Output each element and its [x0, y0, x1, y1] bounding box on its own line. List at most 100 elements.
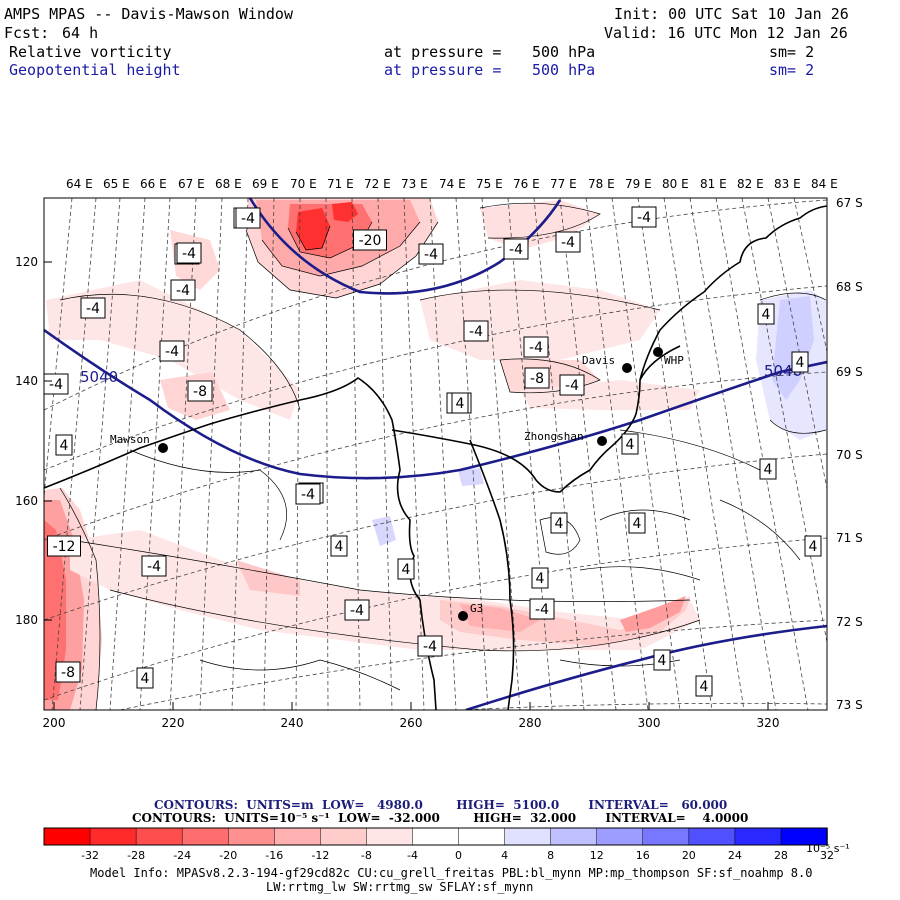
colorbar-swatch [43, 827, 91, 846]
svg-text:-4: -4 [529, 340, 543, 356]
colorbar-tick-label: -24 [173, 849, 192, 862]
lon-label: 80 E [662, 177, 689, 191]
station-markers [158, 347, 663, 621]
vorticity-label: 4 [136, 667, 154, 689]
colorbar-swatch [320, 827, 368, 846]
vorticity-contour-info: CONTOURS: UNITS=10⁻⁵ s⁻¹ LOW= -32.000 HI… [132, 811, 749, 825]
x-label: 220 [162, 716, 185, 730]
colorbar-frame [43, 827, 828, 846]
lat-label: 71 S [836, 531, 863, 545]
colorbar-swatch [688, 827, 736, 846]
vorticity-label: -4 [418, 243, 444, 265]
vorticity-label: -12 [47, 535, 81, 557]
vorticity-label: 4 [550, 512, 568, 534]
vorticity-label: -4 [170, 279, 196, 301]
svg-text:-4: -4 [469, 324, 483, 340]
model-info-physics: LW:rrtmg_lw SW:rrtmg_sw SFLAY:sf_mynn [266, 880, 534, 894]
station-mawson-marker[interactable] [158, 443, 168, 453]
station-zhongshan-marker[interactable] [597, 436, 607, 446]
svg-text:-4: -4 [423, 639, 437, 655]
vorticity-label: -8 [55, 661, 81, 683]
lon-label: 76 E [513, 177, 540, 191]
lon-label: 75 E [476, 177, 503, 191]
vorticity-labels: -8-4-20-4-8-4-4-8-4-4-4-4-4-8-4-4-4-8-44… [43, 206, 822, 697]
x-label: 300 [638, 716, 661, 730]
vorticity-label: 4 [621, 433, 639, 455]
vorticity-label: 4 [451, 392, 469, 414]
colorbar-swatch [181, 827, 229, 846]
colorbar-tick-label: 28 [773, 849, 788, 862]
x-axis-labels: 200 220 240 260 280 300 320 [43, 716, 780, 730]
svg-text:4: 4 [633, 516, 642, 532]
colorbar-tick-label: 8 [547, 849, 555, 862]
vorticity-label: -8 [187, 380, 213, 402]
y-axis-labels: 120 140 160 180 [15, 255, 38, 627]
field-1-name: Relative vorticity [9, 43, 172, 61]
vorticity-label: 4 [628, 512, 646, 534]
svg-text:-12: -12 [53, 539, 76, 555]
lon-label: 81 E [700, 177, 727, 191]
lat-label: 68 S [836, 280, 863, 294]
svg-text:4: 4 [658, 653, 667, 669]
vorticity-label: -4 [80, 297, 106, 319]
vorticity-label: -4 [295, 483, 321, 505]
field-2-level: 500 hPa [532, 61, 596, 79]
station-mawson-label: Mawson [110, 433, 150, 446]
colorbar-tick-label: -16 [265, 849, 284, 862]
y-label: 180 [15, 613, 38, 627]
svg-text:-4: -4 [86, 301, 100, 317]
lon-label: 67 E [178, 177, 205, 191]
lat-label: 69 S [836, 365, 863, 379]
svg-text:4: 4 [402, 562, 411, 578]
svg-text:4: 4 [456, 396, 465, 412]
colorbar-tick-label: -8 [360, 849, 372, 862]
svg-text:-20: -20 [359, 233, 382, 249]
colorbar-tick-label: -20 [219, 849, 238, 862]
x-label: 200 [43, 716, 66, 730]
colorbar-swatch [642, 827, 690, 846]
lat-label: 70 S [836, 448, 863, 462]
vorticity-label: -4 [235, 207, 261, 229]
x-label: 260 [400, 716, 423, 730]
vorticity-label: -4 [523, 336, 549, 358]
map-frame [43, 197, 828, 711]
svg-text:4: 4 [555, 516, 564, 532]
colorbar-tick-label: -28 [127, 849, 146, 862]
station-whp-marker[interactable] [653, 347, 663, 357]
svg-text:4: 4 [809, 539, 818, 555]
vorticity-label: -4 [631, 206, 657, 228]
lon-label: 71 E [327, 177, 354, 191]
svg-text:4: 4 [335, 539, 344, 555]
vorticity-label: 4 [791, 351, 809, 373]
lat-label: 73 S [836, 698, 863, 712]
station-davis-marker[interactable] [622, 363, 632, 373]
svg-text:-4: -4 [565, 378, 579, 394]
svg-text:4: 4 [626, 437, 635, 453]
vorticity-label: 4 [804, 535, 822, 557]
lon-label: 69 E [252, 177, 279, 191]
station-g3-marker[interactable] [458, 611, 468, 621]
vorticity-label: -4 [176, 242, 202, 264]
svg-text:-8: -8 [193, 384, 207, 400]
colorbar-swatch [89, 827, 137, 846]
station-g3-label: G3 [470, 602, 483, 615]
forecast-label: Fcst: [4, 24, 50, 42]
colorbar-swatch [274, 827, 322, 846]
colorbar-tick-label: -32 [81, 849, 100, 862]
lon-label: 84 E [811, 177, 838, 191]
lon-label: 74 E [439, 177, 466, 191]
colorbar-swatch [412, 827, 460, 846]
lon-label: 72 E [364, 177, 391, 191]
field-1-level: 500 hPa [532, 43, 596, 61]
valid-time: Valid: 16 UTC Mon 12 Jan 26 [604, 24, 848, 42]
svg-text:-4: -4 [350, 603, 364, 619]
y-label: 160 [15, 494, 38, 508]
colorbar-tick-label: 16 [635, 849, 650, 862]
colorbar-swatch [550, 827, 598, 846]
lon-label: 70 E [290, 177, 317, 191]
svg-text:-8: -8 [530, 371, 544, 387]
vorticity-label: -4 [503, 238, 529, 260]
svg-text:-4: -4 [165, 344, 179, 360]
colorbar-tick-label: 4 [501, 849, 509, 862]
colorbar-swatch [596, 827, 644, 846]
